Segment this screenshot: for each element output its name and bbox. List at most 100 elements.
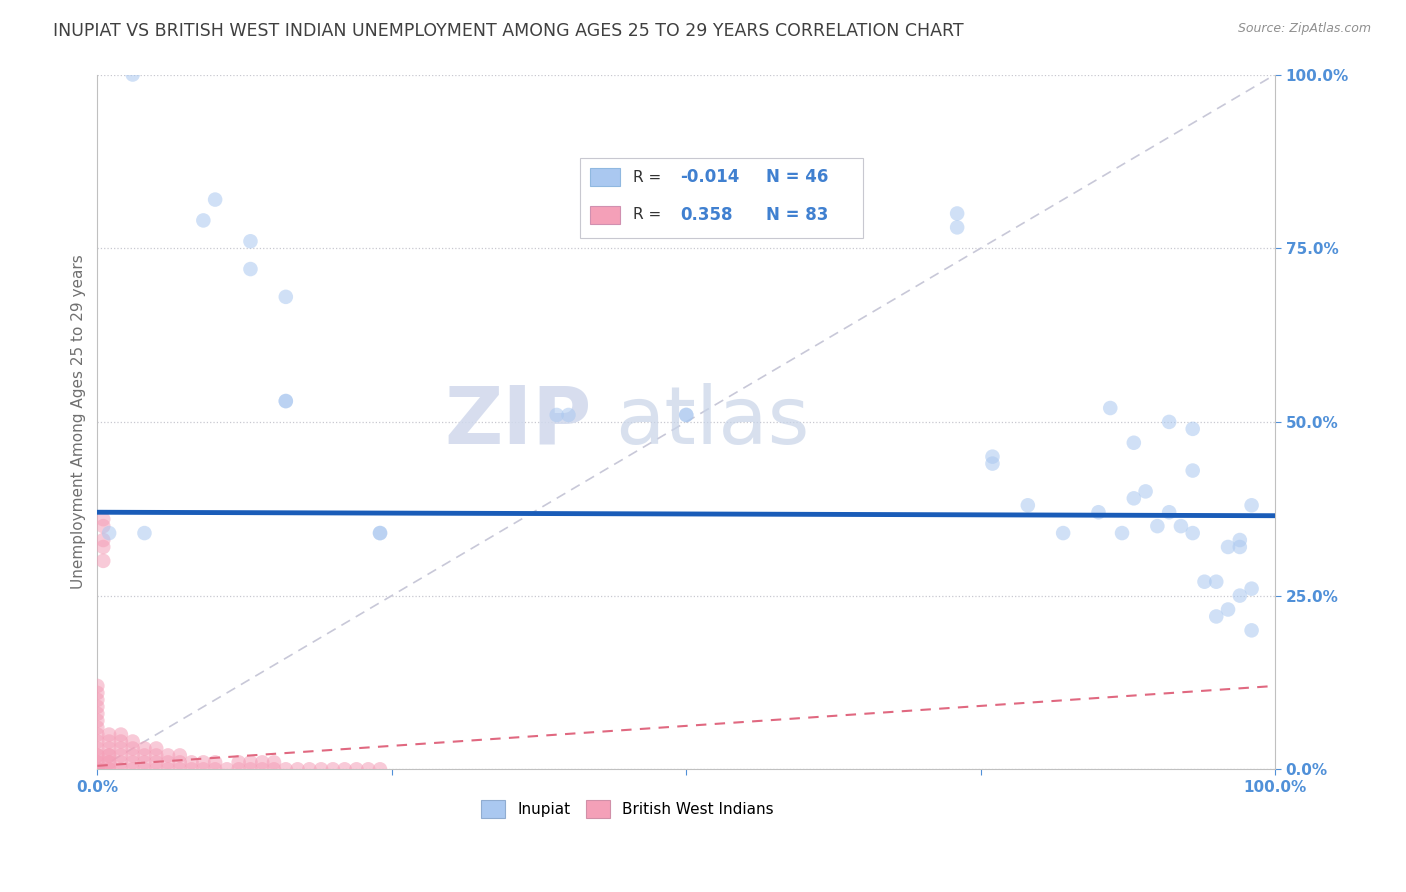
Point (86, 686, 108, 700)
Point (110, 762, 132, 776)
Text: R =: R = (633, 207, 666, 222)
Point (204, 762, 226, 776)
Point (98, 741, 121, 756)
Point (86, 748, 108, 763)
Point (180, 762, 202, 776)
FancyBboxPatch shape (581, 158, 863, 238)
Point (228, 756, 250, 770)
Point (86, 748, 108, 763)
Point (193, 762, 215, 776)
Point (86, 734, 108, 748)
Point (1229, 533, 1251, 547)
Point (239, 234, 262, 248)
Text: Source: ZipAtlas.com: Source: ZipAtlas.com (1237, 22, 1371, 36)
Point (121, 762, 143, 776)
Point (1240, 582, 1263, 596)
Point (98, 756, 121, 770)
Point (333, 762, 356, 776)
Point (1159, 505, 1181, 519)
Text: atlas: atlas (616, 383, 810, 461)
Point (86, 728, 108, 742)
Point (121, 756, 143, 770)
Point (121, 748, 143, 763)
Point (91, 533, 114, 547)
Point (157, 756, 180, 770)
Point (134, 526, 156, 541)
Point (1240, 624, 1263, 638)
Point (346, 762, 368, 776)
Point (98, 734, 121, 748)
Point (1205, 574, 1227, 589)
Point (1135, 484, 1157, 499)
Point (91, 519, 114, 533)
Point (145, 748, 167, 763)
Point (287, 762, 309, 776)
Point (86, 756, 108, 770)
Point (169, 748, 191, 763)
Point (204, 756, 226, 770)
Point (98, 756, 121, 770)
Point (1122, 435, 1144, 450)
Point (1181, 422, 1204, 436)
Point (121, 741, 143, 756)
Point (981, 457, 1004, 471)
Point (86, 762, 108, 776)
Point (263, 762, 285, 776)
Point (86, 762, 108, 776)
Point (110, 756, 132, 770)
Point (91, 540, 114, 554)
Point (675, 408, 697, 422)
Point (121, 68, 143, 82)
Point (298, 762, 321, 776)
Point (145, 741, 167, 756)
Point (86, 721, 108, 735)
Point (110, 734, 132, 748)
Point (1146, 519, 1168, 533)
Point (86, 741, 108, 756)
Point (1159, 415, 1181, 429)
Point (1205, 609, 1227, 624)
Text: N = 83: N = 83 (766, 206, 828, 224)
Point (1087, 505, 1109, 519)
Point (86, 762, 108, 776)
Text: INUPIAT VS BRITISH WEST INDIAN UNEMPLOYMENT AMONG AGES 25 TO 29 YEARS CORRELATIO: INUPIAT VS BRITISH WEST INDIAN UNEMPLOYM… (53, 22, 965, 40)
Point (86, 706, 108, 721)
Legend: Inupiat, British West Indians: Inupiat, British West Indians (475, 795, 780, 824)
Text: R =: R = (633, 169, 666, 185)
Text: N = 46: N = 46 (766, 169, 828, 186)
Point (145, 756, 167, 770)
Text: 0.358: 0.358 (681, 206, 733, 224)
Point (1122, 491, 1144, 506)
Point (98, 728, 121, 742)
Point (263, 756, 285, 770)
Point (1181, 526, 1204, 541)
FancyBboxPatch shape (589, 206, 620, 224)
Point (91, 554, 114, 568)
Point (309, 762, 332, 776)
Point (169, 762, 191, 776)
Point (1111, 526, 1133, 541)
Point (157, 748, 180, 763)
Point (1170, 519, 1192, 533)
Point (239, 262, 262, 277)
Point (86, 693, 108, 707)
Point (274, 394, 297, 409)
Point (252, 762, 274, 776)
Point (557, 408, 579, 422)
Point (1194, 574, 1216, 589)
FancyBboxPatch shape (589, 169, 620, 186)
Point (368, 762, 391, 776)
Point (274, 394, 297, 409)
Point (946, 220, 969, 235)
Point (239, 762, 262, 776)
Point (252, 756, 274, 770)
Point (546, 408, 568, 422)
Point (98, 748, 121, 763)
Point (215, 762, 238, 776)
Point (86, 756, 108, 770)
Point (193, 213, 215, 227)
Point (1229, 540, 1251, 554)
Point (1240, 498, 1263, 512)
Point (98, 526, 121, 541)
Point (322, 762, 344, 776)
